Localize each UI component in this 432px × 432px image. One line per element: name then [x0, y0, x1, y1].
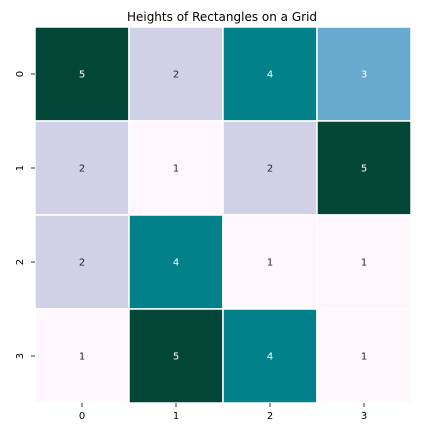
cell-value-label-r3-c3: 1 — [361, 352, 367, 363]
cell-value-label-r1-c1: 1 — [173, 164, 179, 175]
heatmap-cell-r3-c1 — [128, 308, 224, 404]
y-tick-label-1: 1 — [15, 165, 26, 171]
cell-value-label-r0-c2: 4 — [267, 70, 273, 81]
heatmap-cell-r1-c3 — [316, 120, 412, 216]
heatmap-cell-r2-c1 — [128, 214, 224, 310]
heatmap-cell-r0-c2 — [222, 26, 318, 122]
heatmap-cell-r2-c3 — [316, 214, 412, 310]
cell-value-label-r2-c0: 2 — [79, 258, 85, 269]
cell-value-label-r3-c0: 1 — [79, 352, 85, 363]
cell-value-label-r0-c3: 3 — [361, 70, 367, 81]
cell-value-label-r2-c2: 1 — [267, 258, 273, 269]
y-tick-label-2: 2 — [15, 259, 26, 265]
cell-value-label-r3-c2: 4 — [267, 352, 273, 363]
x-axis: 0 1 2 3 — [79, 403, 367, 422]
chart-title: Heights of Rectangles on a Grid — [127, 10, 317, 24]
cell-value-label-r1-c2: 2 — [267, 164, 273, 175]
cell-value-label-r1-c3: 5 — [361, 164, 367, 175]
cell-value-label-r2-c3: 1 — [361, 258, 367, 269]
heatmap-cell-r0-c3 — [316, 26, 412, 122]
heatmap-cell-r3-c3 — [316, 308, 412, 404]
x-tick-label-3: 3 — [361, 411, 367, 422]
cell-value-label-r1-c0: 2 — [79, 164, 85, 175]
x-tick-label-0: 0 — [79, 411, 85, 422]
cell-value-label-r0-c1: 2 — [173, 70, 179, 81]
y-tick-label-0: 0 — [15, 71, 26, 77]
heatmap-cell-r0-c0 — [34, 26, 130, 122]
y-axis: 0 1 2 3 — [15, 71, 35, 359]
cell-value-label-r2-c1: 4 — [173, 258, 179, 269]
heatmap-cell-r1-c1 — [128, 120, 224, 216]
x-tick-label-2: 2 — [267, 411, 273, 422]
heatmap-cell-r0-c1 — [128, 26, 224, 122]
x-tick-label-1: 1 — [173, 411, 179, 422]
cell-value-label-r0-c0: 5 — [79, 70, 85, 81]
heatmap-cells: 5 2 4 3 2 1 2 5 2 4 1 1 1 5 4 1 — [34, 26, 412, 404]
cell-value-label-r3-c1: 5 — [173, 352, 179, 363]
y-tick-label-3: 3 — [15, 353, 26, 359]
